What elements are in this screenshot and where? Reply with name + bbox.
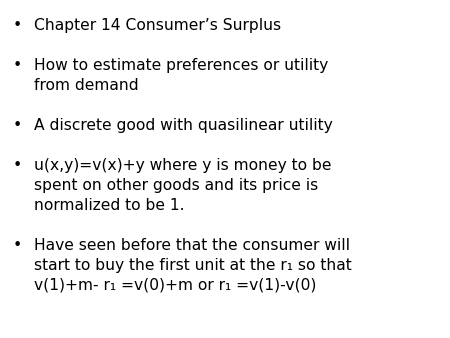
Text: Chapter 14 Consumer’s Surplus: Chapter 14 Consumer’s Surplus (34, 18, 281, 33)
Text: u(x,y)=v(x)+y where y is money to be: u(x,y)=v(x)+y where y is money to be (34, 158, 331, 173)
Text: How to estimate preferences or utility: How to estimate preferences or utility (34, 58, 328, 73)
Text: •: • (13, 238, 22, 253)
Text: start to buy the first unit at the r₁ so that: start to buy the first unit at the r₁ so… (34, 258, 351, 273)
Text: A discrete good with quasilinear utility: A discrete good with quasilinear utility (34, 118, 333, 133)
Text: from demand: from demand (34, 78, 139, 93)
Text: •: • (13, 158, 22, 173)
Text: normalized to be 1.: normalized to be 1. (34, 198, 184, 213)
Text: •: • (13, 58, 22, 73)
Text: Have seen before that the consumer will: Have seen before that the consumer will (34, 238, 350, 253)
Text: spent on other goods and its price is: spent on other goods and its price is (34, 178, 318, 193)
Text: •: • (13, 118, 22, 133)
Text: v(1)+m- r₁ =v(0)+m or r₁ =v(1)-v(0): v(1)+m- r₁ =v(0)+m or r₁ =v(1)-v(0) (34, 278, 316, 293)
Text: •: • (13, 18, 22, 33)
